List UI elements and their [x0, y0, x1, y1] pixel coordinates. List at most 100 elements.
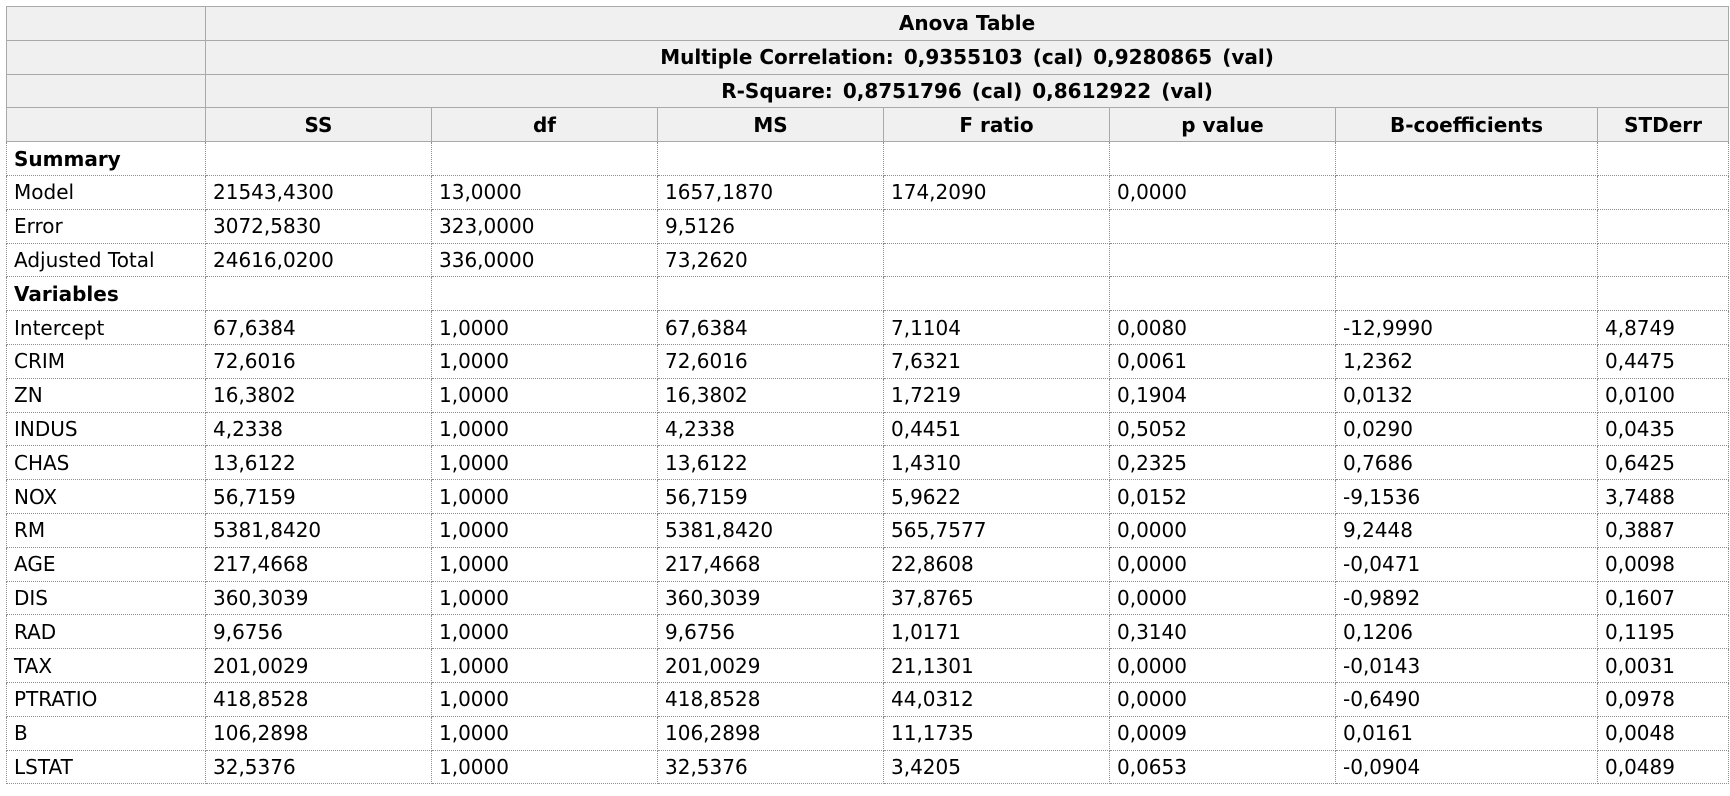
table-cell[interactable] — [1596, 276, 1730, 312]
section-row[interactable]: Summary — [6, 141, 1730, 176]
table-cell[interactable]: 336,0000 — [431, 242, 658, 278]
table-cell[interactable] — [657, 276, 884, 312]
table-cell[interactable]: 418,8528 — [657, 681, 884, 717]
table-cell[interactable]: 4,2338 — [205, 411, 432, 447]
table-cell[interactable]: 201,0029 — [205, 648, 432, 683]
table-cell[interactable] — [1596, 242, 1730, 278]
table-cell[interactable]: 67,6384 — [205, 310, 432, 345]
table-cell[interactable] — [431, 276, 658, 312]
table-cell[interactable]: 16,3802 — [205, 377, 432, 413]
table-row[interactable]: CHAS 13,6122 1,0000 13,6122 1,4310 0,2325 0,76… — [6, 445, 1730, 481]
table-cell[interactable]: 9,2448 — [1335, 512, 1598, 548]
table-cell[interactable]: 0,0100 — [1596, 377, 1730, 413]
table-row[interactable]: Error 3072,5830 323,0000 9,5126 — [6, 208, 1730, 244]
table-cell[interactable]: 0,2325 — [1109, 445, 1336, 481]
table-cell[interactable]: 32,5376 — [205, 749, 432, 785]
table-cell[interactable]: 9,5126 — [657, 208, 884, 244]
table-cell[interactable]: 72,6016 — [657, 343, 884, 379]
table-cell[interactable]: 0,0978 — [1596, 681, 1730, 717]
table-cell[interactable]: 1,0000 — [431, 377, 658, 413]
table-cell[interactable]: 56,7159 — [205, 479, 432, 514]
table-cell[interactable]: 0,0000 — [1109, 512, 1336, 548]
table-cell[interactable]: -0,0143 — [1335, 648, 1598, 683]
table-cell[interactable] — [431, 141, 658, 176]
table-cell[interactable]: 9,6756 — [657, 614, 884, 650]
table-row[interactable]: Intercept 67,6384 1,0000 67,6384 7,1104 0,008… — [6, 310, 1730, 345]
table-cell[interactable]: 72,6016 — [205, 343, 432, 379]
table-cell[interactable] — [1109, 276, 1336, 312]
table-cell[interactable] — [1109, 242, 1336, 278]
table-cell[interactable]: 0,0048 — [1596, 715, 1730, 751]
table-row[interactable]: B 106,2898 1,0000 106,2898 11,1735 0,0009 0,01… — [6, 715, 1730, 751]
table-cell[interactable]: 1,0000 — [431, 445, 658, 481]
table-row[interactable]: INDUS 4,2338 1,0000 4,2338 0,4451 0,5052 0,029… — [6, 411, 1730, 447]
table-cell[interactable] — [883, 208, 1110, 244]
table-row[interactable]: TAX 201,0029 1,0000 201,0029 21,1301 0,0000 -0… — [6, 648, 1730, 683]
table-row[interactable]: PTRATIO 418,8528 1,0000 418,8528 44,0312 0,00… — [6, 681, 1730, 717]
table-cell[interactable] — [1335, 208, 1598, 244]
table-cell[interactable]: 360,3039 — [205, 580, 432, 616]
table-cell[interactable]: 0,5052 — [1109, 411, 1336, 447]
table-cell[interactable]: 1,0000 — [431, 715, 658, 751]
table-row[interactable]: AGE 217,4668 1,0000 217,4668 22,8608 0,0000 -0… — [6, 546, 1730, 582]
table-cell[interactable]: 201,0029 — [657, 648, 884, 683]
table-cell[interactable]: -12,9990 — [1335, 310, 1598, 345]
table-cell[interactable]: 0,0098 — [1596, 546, 1730, 582]
table-cell[interactable]: 0,1195 — [1596, 614, 1730, 650]
table-cell[interactable]: -0,6490 — [1335, 681, 1598, 717]
table-cell[interactable]: 0,0000 — [1109, 681, 1336, 717]
table-cell[interactable]: 0,0132 — [1335, 377, 1598, 413]
table-cell[interactable]: 21,1301 — [883, 648, 1110, 683]
table-cell[interactable]: 5381,8420 — [205, 512, 432, 548]
table-cell[interactable] — [657, 141, 884, 176]
table-cell[interactable]: 5381,8420 — [657, 512, 884, 548]
table-cell[interactable]: 1,0000 — [431, 310, 658, 345]
column-header-ss[interactable]: SS — [205, 107, 432, 143]
table-cell[interactable]: 13,6122 — [205, 445, 432, 481]
table-cell[interactable]: 1,0000 — [431, 546, 658, 582]
column-header-stderr[interactable]: STDerr — [1596, 107, 1730, 143]
table-cell[interactable]: 11,1735 — [883, 715, 1110, 751]
table-cell[interactable]: 73,2620 — [657, 242, 884, 278]
table-cell[interactable]: 0,0653 — [1109, 749, 1336, 785]
table-row[interactable]: Adjusted Total 24616,0200 336,0000 73,2620 — [6, 242, 1730, 278]
table-cell[interactable]: 3,7488 — [1596, 479, 1730, 514]
section-row[interactable]: Variables — [6, 276, 1730, 312]
table-cell[interactable]: 5,9622 — [883, 479, 1110, 514]
table-cell[interactable]: 13,6122 — [657, 445, 884, 481]
table-cell[interactable]: 0,1607 — [1596, 580, 1730, 616]
table-cell[interactable]: 1,7219 — [883, 377, 1110, 413]
table-cell[interactable]: 0,0009 — [1109, 715, 1336, 751]
table-cell[interactable]: 13,0000 — [431, 174, 658, 210]
column-header-ms[interactable]: MS — [657, 107, 884, 143]
table-cell[interactable] — [883, 141, 1110, 176]
table-cell[interactable] — [1596, 174, 1730, 210]
table-cell[interactable]: 0,0000 — [1109, 580, 1336, 616]
table-cell[interactable]: 4,2338 — [657, 411, 884, 447]
column-header-b-coefficients[interactable]: B-coefficients — [1335, 107, 1598, 143]
table-cell[interactable]: 0,0435 — [1596, 411, 1730, 447]
table-cell[interactable]: 0,0000 — [1109, 648, 1336, 683]
table-cell[interactable]: 106,2898 — [657, 715, 884, 751]
table-cell[interactable] — [883, 242, 1110, 278]
column-header-p-value[interactable]: p value — [1109, 107, 1336, 143]
table-cell[interactable]: 3,4205 — [883, 749, 1110, 785]
table-cell[interactable]: 106,2898 — [205, 715, 432, 751]
table-cell[interactable]: 360,3039 — [657, 580, 884, 616]
table-cell[interactable]: 1,4310 — [883, 445, 1110, 481]
column-header-df[interactable]: df — [431, 107, 658, 143]
table-cell[interactable]: 1,0000 — [431, 411, 658, 447]
table-cell[interactable]: 0,0489 — [1596, 749, 1730, 785]
table-cell[interactable]: 1,0000 — [431, 749, 658, 785]
table-cell[interactable]: 1,0000 — [431, 614, 658, 650]
table-cell[interactable]: 24616,0200 — [205, 242, 432, 278]
table-row[interactable]: CRIM 72,6016 1,0000 72,6016 7,6321 0,0061 1,23… — [6, 343, 1730, 379]
table-cell[interactable]: 0,0080 — [1109, 310, 1336, 345]
table-cell[interactable]: 174,2090 — [883, 174, 1110, 210]
table-row[interactable]: RAD 9,6756 1,0000 9,6756 1,0171 0,3140 0,1206 0… — [6, 614, 1730, 650]
table-cell[interactable] — [205, 141, 432, 176]
table-cell[interactable] — [883, 276, 1110, 312]
table-row[interactable]: NOX 56,7159 1,0000 56,7159 5,9622 0,0152 -9,15… — [6, 479, 1730, 514]
table-cell[interactable]: 0,0061 — [1109, 343, 1336, 379]
table-cell[interactable]: 0,3887 — [1596, 512, 1730, 548]
